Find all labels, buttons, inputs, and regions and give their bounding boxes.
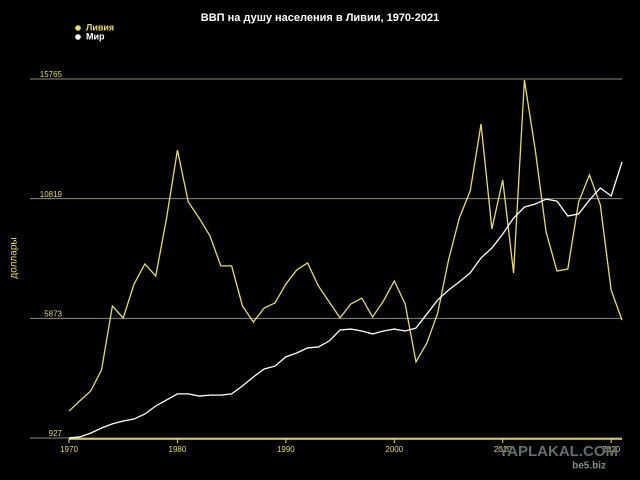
x-tick-label: 2020 xyxy=(602,445,620,454)
series-line xyxy=(68,161,623,439)
watermark: be5.biz xyxy=(572,461,606,472)
y-tick-label: 10819 xyxy=(40,190,63,199)
watermark: YAPLAKAL.COM xyxy=(499,443,618,460)
chart-title: ВВП на душу населения в Ливии, 1970-2021 xyxy=(201,12,439,24)
y-tick-label: 5873 xyxy=(44,309,62,318)
legend-marker xyxy=(75,25,81,31)
y-axis-label: доллары xyxy=(9,237,20,278)
x-tick-label: 1980 xyxy=(169,445,187,454)
legend-label: Ливия xyxy=(86,22,114,32)
series-line xyxy=(68,79,623,412)
y-tick-label: 15765 xyxy=(40,70,63,79)
legend-label: Мир xyxy=(86,31,105,41)
x-tick-label: 1990 xyxy=(277,445,295,454)
x-tick-label: 1970 xyxy=(60,445,78,454)
legend-marker xyxy=(75,34,81,40)
y-tick-label: 927 xyxy=(49,429,63,438)
x-tick-label: 2000 xyxy=(385,445,403,454)
x-tick-label: 2010 xyxy=(494,445,512,454)
